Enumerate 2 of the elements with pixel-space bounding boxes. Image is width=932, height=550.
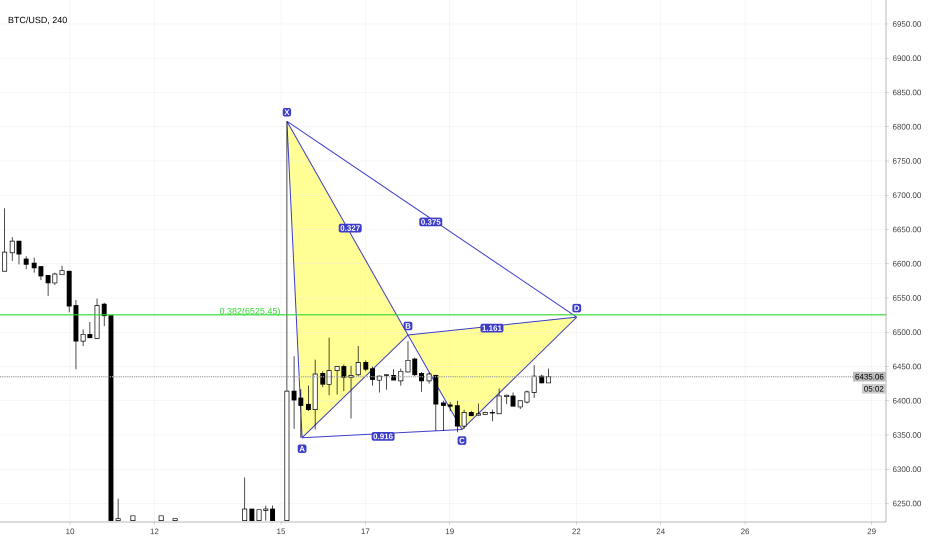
ref-line-label: 0.382(6525.45) [220,308,280,316]
text: BTC/USD, 240 [8,16,67,24]
